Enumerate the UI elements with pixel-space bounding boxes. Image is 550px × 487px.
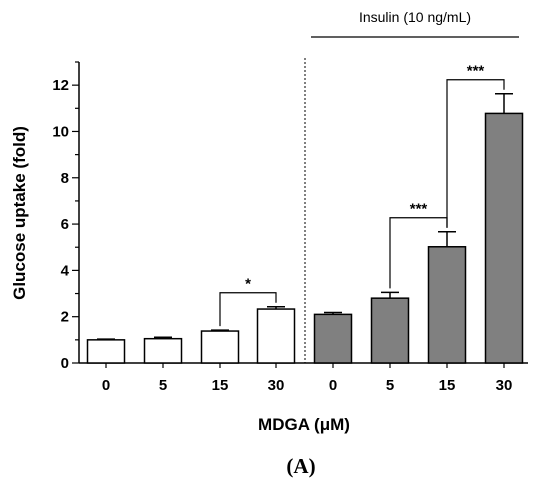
y-tick-label: 10: [52, 123, 69, 140]
bars: [86, 112, 524, 364]
significance-bracket: [446, 79, 505, 228]
error-bars: [97, 92, 513, 340]
x-tick-label: 30: [268, 377, 285, 394]
bar: [484, 112, 524, 364]
y-tick-label: 0: [61, 355, 69, 372]
labels: Glucose uptake (fold) MDGA (μM) Insulin …: [10, 9, 471, 478]
y-tick-label: 4: [61, 262, 70, 279]
significance-bracket: [219, 292, 277, 327]
significance-brackets: *******: [219, 63, 505, 327]
x-axis-label: MDGA (μM): [258, 415, 350, 434]
x-tick-label: 30: [496, 377, 513, 394]
bar: [313, 313, 353, 364]
significance-label: ***: [410, 201, 428, 218]
x-tick-label: 15: [212, 377, 229, 394]
panel-label: (A): [286, 454, 315, 478]
x-tick-label: 15: [439, 377, 456, 394]
bar: [370, 297, 410, 364]
x-tick-label: 5: [386, 377, 394, 394]
y-axis-label: Glucose uptake (fold): [10, 126, 29, 300]
bar: [86, 339, 126, 364]
bar: [427, 246, 467, 364]
y-tick-label: 12: [52, 77, 69, 94]
y-tick-label: 2: [61, 309, 69, 326]
significance-label: ***: [467, 63, 485, 80]
bar: [143, 337, 183, 364]
bar: [256, 308, 296, 364]
significance-label: *: [245, 276, 251, 293]
x-tick-label: 0: [329, 377, 337, 394]
x-tick-label: 0: [102, 377, 110, 394]
x-tick-label: 5: [159, 377, 167, 394]
insulin-group-label: Insulin (10 ng/mL): [359, 9, 471, 25]
bar: [200, 330, 240, 364]
y-tick-label: 6: [61, 216, 69, 233]
y-tick-label: 8: [61, 170, 69, 187]
